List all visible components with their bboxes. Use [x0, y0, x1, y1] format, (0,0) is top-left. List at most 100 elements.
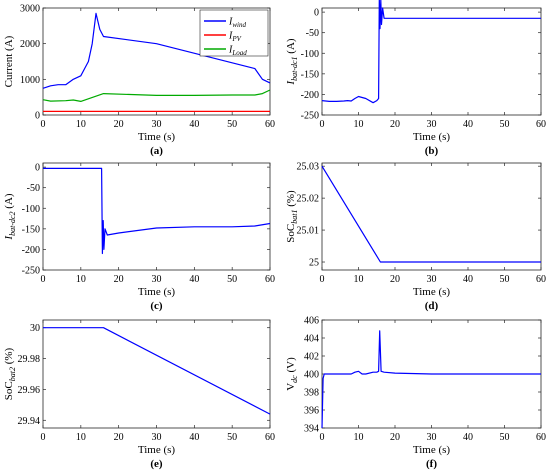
x-tick-label: 50	[500, 432, 510, 443]
y-tick-label: 29.94	[18, 416, 41, 427]
y-axis-title: Ibat-dc2 (A)	[3, 193, 17, 240]
legend-entry: IPV	[228, 31, 242, 44]
plot-frame	[321, 162, 542, 271]
x-tick-label: 30	[152, 119, 162, 130]
y-axis-title: Ibat-dc1 (A)	[285, 38, 299, 85]
y-tick-label: 25.03	[297, 162, 320, 173]
series-line	[43, 327, 271, 415]
y-axis-title: Current (A)	[3, 35, 15, 87]
x-axis-title: Time (s)	[138, 131, 176, 143]
x-tick-label: 10	[76, 274, 86, 285]
x-tick-label: 50	[227, 119, 237, 130]
x-tick-label: 40	[463, 432, 473, 443]
chart-panel: 0 10 20 30 40 50 60 -250 -200 -150 -100 -50 0 Time (s…	[285, 0, 546, 157]
series-line	[43, 167, 271, 255]
x-tick-label: 20	[390, 274, 400, 285]
x-tick-label: 20	[114, 432, 124, 443]
x-tick-label: 30	[152, 432, 162, 443]
chart-panel: 0 10 20 30 40 50 60 -250 -200 -150 -100 -50 0 Time (s…	[3, 162, 275, 312]
x-tick-label: 0	[41, 432, 46, 443]
panel-label: (e)	[150, 458, 163, 470]
x-axis-title: Time (s)	[138, 286, 176, 298]
x-axis-title: Time (s)	[413, 131, 451, 143]
y-tick-label: 29.98	[18, 354, 41, 365]
series-line	[42, 89, 271, 103]
x-tick-label: 20	[114, 274, 124, 285]
y-tick-label: -250	[22, 266, 40, 277]
x-tick-label: 60	[536, 119, 546, 130]
y-axis-title: SoCbat1 (%)	[285, 190, 299, 243]
y-tick-label: -100	[22, 204, 40, 215]
y-tick-label: 400	[304, 370, 319, 381]
x-tick-label: 20	[114, 119, 124, 130]
y-tick-label: 404	[304, 334, 319, 345]
x-tick-label: 50	[500, 119, 510, 130]
x-tick-label: 30	[427, 274, 437, 285]
x-tick-label: 10	[354, 119, 364, 130]
y-tick-label: 396	[304, 406, 319, 417]
plot-frame	[42, 162, 271, 271]
x-tick-label: 0	[41, 274, 46, 285]
x-tick-label: 0	[320, 274, 325, 285]
x-tick-label: 60	[265, 119, 275, 130]
x-tick-label: 20	[390, 432, 400, 443]
x-tick-label: 40	[189, 274, 199, 285]
y-tick-label: -100	[301, 49, 319, 60]
y-tick-label: 0	[314, 8, 319, 19]
x-tick-label: 60	[536, 274, 546, 285]
x-tick-label: 40	[463, 274, 473, 285]
panel-label: (d)	[425, 300, 439, 312]
x-tick-label: 60	[536, 432, 546, 443]
y-tick-label: 398	[304, 388, 319, 399]
x-tick-label: 50	[227, 274, 237, 285]
x-tick-label: 20	[390, 119, 400, 130]
y-tick-label: 3000	[20, 4, 40, 15]
x-tick-label: 60	[265, 274, 275, 285]
x-axis-title: Time (s)	[138, 444, 176, 456]
x-tick-label: 40	[463, 119, 473, 130]
y-tick-label: -50	[27, 183, 40, 194]
x-tick-label: 10	[354, 432, 364, 443]
x-tick-label: 30	[427, 119, 437, 130]
x-tick-label: 30	[152, 274, 162, 285]
x-tick-label: 10	[76, 432, 86, 443]
x-tick-label: 10	[354, 274, 364, 285]
x-tick-label: 60	[265, 432, 275, 443]
x-tick-label: 50	[227, 432, 237, 443]
plot-frame	[42, 319, 271, 429]
y-tick-label: 25.02	[297, 194, 320, 205]
series-line	[321, 330, 541, 429]
y-tick-label: -250	[301, 111, 319, 122]
y-tick-label: 29.96	[18, 385, 41, 396]
y-tick-label: 1000	[20, 75, 40, 86]
y-tick-label: -150	[301, 69, 319, 80]
x-tick-label: 0	[41, 119, 46, 130]
y-tick-label: -150	[22, 224, 40, 235]
chart-panel: 0 10 20 30 40 50 60 394 396 398 400 402 404 406 Time (…	[285, 316, 546, 471]
legend-entry: ILoad	[228, 45, 247, 58]
y-axis-title: Vdc (V)	[285, 357, 299, 391]
x-tick-label: 0	[320, 432, 325, 443]
legend-entry: Iwind	[228, 17, 246, 30]
x-axis-title: Time (s)	[413, 286, 451, 298]
series-line	[321, 0, 541, 104]
x-tick-label: 10	[76, 119, 86, 130]
panel-label: (a)	[150, 145, 163, 157]
series-line	[321, 165, 541, 263]
y-tick-label: -50	[306, 28, 319, 39]
x-tick-label: 0	[320, 119, 325, 130]
y-tick-label: 0	[35, 163, 40, 174]
panel-label: (f)	[426, 458, 437, 470]
panel-label: (c)	[150, 300, 163, 312]
y-tick-label: 402	[304, 352, 319, 363]
x-tick-label: 40	[189, 119, 199, 130]
x-tick-label: 40	[189, 432, 199, 443]
y-tick-label: 25.01	[297, 226, 320, 237]
x-axis-title: Time (s)	[413, 444, 451, 456]
chart-panel: 0 10 20 30 40 50 60 25 25.01 25.02 25.03 Time (s) (d…	[285, 162, 546, 312]
y-tick-label: 30	[30, 323, 40, 334]
y-tick-label: -200	[22, 245, 40, 256]
